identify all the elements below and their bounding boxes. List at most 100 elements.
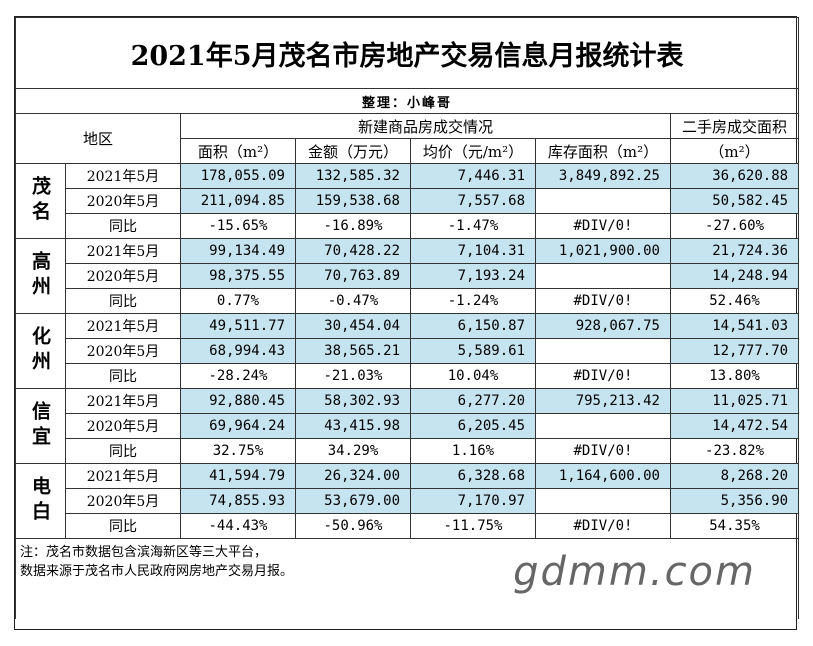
row-label: 同比 [65, 363, 181, 389]
cell-inv [535, 413, 671, 439]
cell-second: 14,541.03 [669, 313, 800, 339]
page-title: 2021年5月茂名市房地产交易信息月报统计表 [14, 17, 800, 89]
cell-avg: 7,170.97 [410, 488, 536, 514]
cell-area: -28.24% [180, 363, 296, 389]
region-name: 化州 [15, 313, 66, 389]
cell-avg: 1.16% [410, 438, 536, 464]
cell-second: 50,582.45 [669, 188, 800, 214]
row-label: 2020年5月 [65, 488, 181, 514]
cell-amount: 53,679.00 [295, 488, 411, 514]
table-row: 2020年5月 74,855.93 53,679.00 7,170.97 5,356.9… [16, 488, 800, 514]
cell-avg: 6,277.20 [410, 388, 536, 414]
cell-area: 99,134.49 [180, 238, 296, 264]
cell-area: 74,855.93 [180, 488, 296, 514]
cell-area: 69,964.24 [180, 413, 296, 439]
cell-inv [535, 263, 671, 289]
cell-amount: 70,763.89 [295, 263, 411, 289]
cell-area: 41,594.79 [180, 463, 296, 489]
report-table: 2021年5月茂名市房地产交易信息月报统计表 整理：小峰哥 地区 新建商品房成交… [14, 17, 800, 619]
second-hand-unit-header: （m²） [669, 138, 800, 164]
cell-inv: #DIV/0! [535, 513, 671, 539]
cell-second: 11,025.71 [669, 388, 800, 414]
cell-avg: 6,150.87 [410, 313, 536, 339]
watermark: gdmm.com [513, 549, 756, 595]
cell-amount: 58,302.93 [295, 388, 411, 414]
cell-area: -15.65% [180, 213, 296, 239]
cell-amount: 26,324.00 [295, 463, 411, 489]
cell-inv: 795,213.42 [535, 388, 671, 414]
table-row: 2020年5月 68,994.43 38,565.21 5,589.61 12,777.… [16, 338, 800, 364]
cell-inv [535, 188, 671, 214]
cell-inv: #DIV/0! [535, 288, 671, 314]
region-name: 电白 [15, 463, 66, 539]
cell-avg: 7,557.68 [410, 188, 536, 214]
table-row: 化州 2021年5月 49,511.77 30,454.04 6,150.87 928,0… [15, 313, 800, 389]
cell-avg: 5,589.61 [410, 338, 536, 364]
cell-amount: -16.89% [295, 213, 411, 239]
footnote: 注：茂名市数据包含滨海新区等三大平台， 数据来源于茂名市人民政府网房地产交易月报。 [14, 538, 800, 619]
cell-area: 0.77% [180, 288, 296, 314]
cell-amount: 159,538.68 [295, 188, 411, 214]
cell-amount: 38,565.21 [295, 338, 411, 364]
cell-second: 54.35% [669, 513, 800, 539]
row-label: 同比 [65, 513, 181, 539]
cell-inv: 3,849,892.25 [535, 163, 671, 189]
row-label: 同比 [65, 288, 181, 314]
cell-second: 5,356.90 [669, 488, 800, 514]
cell-inv: #DIV/0! [535, 438, 671, 464]
cell-area: 92,880.45 [180, 388, 296, 414]
cell-second: -27.60% [669, 213, 800, 239]
cell-area: 211,094.85 [180, 188, 296, 214]
cell-area: 178,055.09 [180, 163, 296, 189]
spreadsheet-sheet: 2021年5月茂名市房地产交易信息月报统计表 整理：小峰哥 地区 新建商品房成交… [14, 16, 800, 630]
table-row: 电白 2021年5月 41,594.79 26,324.00 6,328.68 1,164… [15, 463, 800, 539]
cell-avg: -1.24% [410, 288, 536, 314]
footnote-line: 数据来源于茂名市人民政府网房地产交易月报。 [20, 564, 294, 579]
row-label: 2021年5月 [65, 388, 181, 414]
cell-area: 49,511.77 [180, 313, 296, 339]
cell-amount: 34.29% [295, 438, 411, 464]
row-label: 同比 [65, 438, 181, 464]
table-row: 同比 -28.24% -21.03% 10.04% #DIV/0! 13.80% [16, 363, 800, 389]
cell-amount: 43,415.98 [295, 413, 411, 439]
row-label: 2020年5月 [65, 188, 181, 214]
cell-avg: -1.47% [410, 213, 536, 239]
footnote-line: 注：茂名市数据包含滨海新区等三大平台， [20, 545, 268, 560]
cell-inv: #DIV/0! [535, 213, 671, 239]
cell-avg: 7,193.24 [410, 263, 536, 289]
cell-second: 52.46% [669, 288, 800, 314]
table-row: 2020年5月 211,094.85 159,538.68 7,557.68 50,58… [16, 188, 800, 214]
cell-inv [535, 488, 671, 514]
cell-second: 21,724.36 [669, 238, 800, 264]
amount-header: 金额（万元） [295, 138, 411, 164]
cell-second: 13.80% [669, 363, 800, 389]
cell-avg: 10.04% [410, 363, 536, 389]
cell-avg: 6,328.68 [410, 463, 536, 489]
cell-amount: -50.96% [295, 513, 411, 539]
cell-inv: 1,164,600.00 [535, 463, 671, 489]
table-row: 2020年5月 69,964.24 43,415.98 6,205.45 14,472.… [16, 413, 800, 439]
cell-second: 14,472.54 [669, 413, 800, 439]
region-header: 地区 [15, 113, 181, 164]
compiler-credit: 整理：小峰哥 [14, 88, 800, 114]
row-label: 2021年5月 [65, 313, 181, 339]
cell-area: 32.75% [180, 438, 296, 464]
cell-avg: 6,205.45 [410, 413, 536, 439]
table-row: 高州 2021年5月 99,134.49 70,428.22 7,104.31 1,021… [15, 238, 800, 314]
area-header: 面积（m²） [180, 138, 296, 164]
cell-amount: -21.03% [295, 363, 411, 389]
row-label: 2020年5月 [65, 413, 181, 439]
cell-amount: 70,428.22 [295, 238, 411, 264]
cell-second: -23.82% [669, 438, 800, 464]
cell-area: -44.43% [180, 513, 296, 539]
cell-area: 68,994.43 [180, 338, 296, 364]
cell-inv: 928,067.75 [535, 313, 671, 339]
cell-amount: -0.47% [295, 288, 411, 314]
cell-second: 8,268.20 [669, 463, 800, 489]
region-name: 茂名 [15, 163, 66, 239]
second-hand-group-header: 二手房成交面积 [669, 113, 800, 139]
table-row: 2020年5月 98,375.55 70,763.89 7,193.24 14,248.… [16, 263, 800, 289]
row-label: 2020年5月 [65, 263, 181, 289]
row-label: 2021年5月 [65, 463, 181, 489]
cell-avg: 7,104.31 [410, 238, 536, 264]
